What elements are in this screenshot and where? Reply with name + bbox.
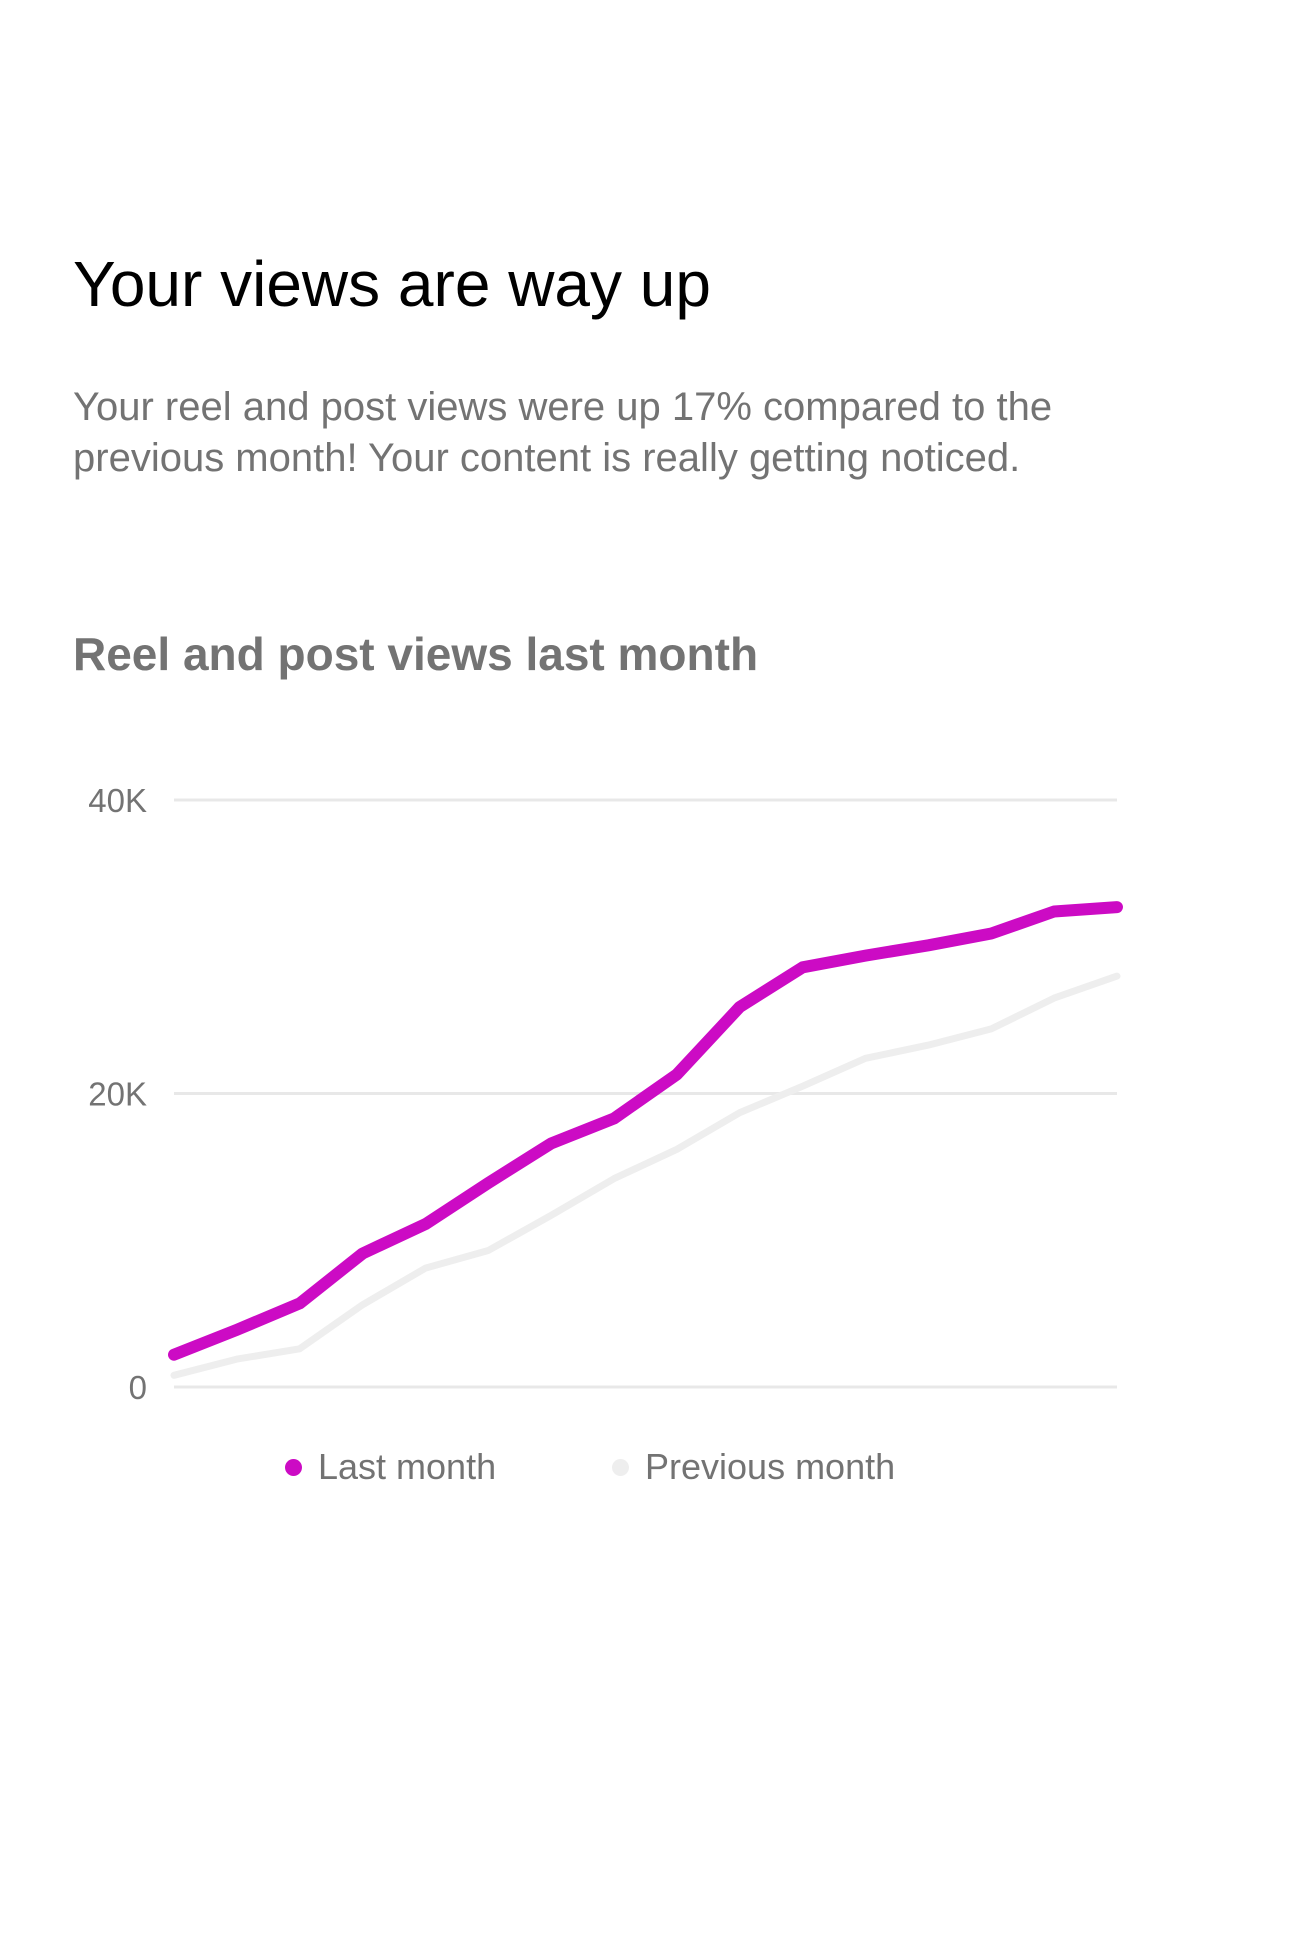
data-point-previous-month — [988, 1025, 995, 1032]
data-point-previous-month — [422, 1265, 429, 1272]
data-point-previous-month — [736, 1109, 743, 1116]
data-point-last-month — [483, 1178, 494, 1189]
legend-dot-previous-month — [612, 1458, 629, 1476]
summary-text: Your reel and post views were up 17% com… — [73, 385, 1053, 480]
data-point-previous-month — [611, 1175, 618, 1182]
data-point-last-month — [609, 1113, 620, 1124]
data-point-previous-month — [233, 1356, 240, 1363]
legend-dot-last-month — [285, 1458, 302, 1476]
data-point-previous-month — [548, 1212, 555, 1219]
data-point-last-month — [860, 950, 871, 961]
y-tick-labels: 0 20K 40K — [88, 782, 147, 1406]
data-point-previous-month — [862, 1055, 869, 1062]
data-point-last-month — [231, 1324, 242, 1335]
data-point-last-month — [169, 1349, 179, 1360]
headline: Your views are way up — [73, 248, 711, 320]
data-point-last-month — [1049, 906, 1060, 917]
data-point-last-month — [923, 940, 934, 951]
data-point-last-month — [671, 1069, 682, 1080]
data-point-last-month — [797, 962, 808, 973]
legend-item-previous-month: Previous month — [612, 1446, 895, 1488]
data-point-last-month — [357, 1248, 368, 1259]
data-point-previous-month — [296, 1345, 303, 1352]
data-point-previous-month — [1051, 995, 1058, 1002]
legend-label-last-month: Last month — [318, 1446, 497, 1487]
data-point-previous-month — [171, 1372, 177, 1379]
data-point-previous-month — [925, 1042, 932, 1049]
data-point-last-month — [1112, 902, 1122, 913]
chart-legend: Last month Previous month — [0, 1446, 1290, 1496]
legend-label-previous-month: Previous month — [645, 1446, 896, 1487]
views-line-chart: 0 20K 40K — [88, 782, 1123, 1406]
y-tick-label-0: 0 — [129, 1369, 147, 1406]
series-lines — [168, 901, 1123, 1379]
data-point-previous-month — [673, 1146, 680, 1153]
data-point-last-month — [294, 1298, 305, 1309]
y-tick-label-20k: 20K — [88, 1076, 147, 1113]
data-point-previous-month — [1114, 973, 1120, 980]
data-point-last-month — [420, 1219, 431, 1230]
data-point-last-month — [734, 1001, 745, 1012]
chart-title: Reel and post views last month — [73, 628, 759, 680]
data-point-previous-month — [485, 1247, 492, 1254]
y-tick-label-40k: 40K — [88, 782, 147, 819]
legend-item-last-month: Last month — [285, 1446, 496, 1488]
series-line-previous-month — [170, 972, 1121, 1379]
series-line-last-month — [168, 901, 1123, 1361]
data-point-previous-month — [359, 1301, 366, 1308]
data-point-last-month — [986, 928, 997, 939]
data-point-previous-month — [799, 1083, 806, 1090]
data-point-last-month — [546, 1138, 557, 1149]
